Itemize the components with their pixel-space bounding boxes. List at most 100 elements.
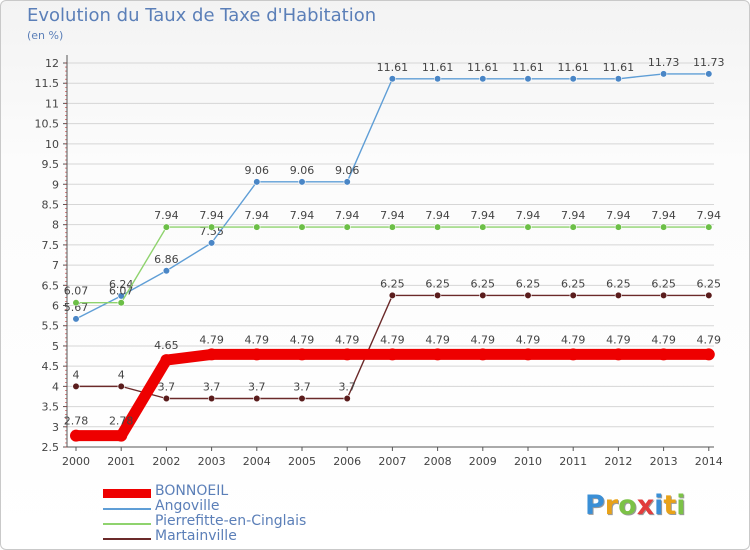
data-label: 4.79 (697, 333, 722, 346)
data-point (614, 223, 623, 231)
data-point (72, 382, 80, 390)
x-tick-label: 2005 (288, 455, 316, 468)
data-point (343, 223, 351, 231)
data-point (205, 348, 218, 361)
x-tick-label: 2010 (514, 455, 542, 468)
data-label: 3.7 (248, 380, 266, 393)
proxiti-logo: Proxiti (585, 490, 686, 521)
x-tick-label: 2013 (650, 455, 678, 468)
data-label: 4.79 (425, 333, 450, 346)
data-label: 6.25 (561, 277, 586, 290)
series-martainville: 4 4 3.7 3.7 3.7 3.7 3.7 6.25 6.25 6.25 6.25 6.25 6.2… (72, 277, 721, 403)
x-tick-label: 2009 (469, 455, 497, 468)
data-point (250, 348, 263, 361)
x-tick-label: 2007 (378, 455, 406, 468)
y-tick-label: 4 (52, 380, 59, 393)
x-tick-label: 2014 (695, 455, 723, 468)
data-label: 3.7 (203, 380, 221, 393)
logo-letter: t (663, 490, 677, 521)
data-label: 4.79 (516, 333, 541, 346)
data-point (72, 315, 80, 323)
y-tick-label: 9 (52, 178, 59, 191)
data-label: 11.61 (467, 61, 499, 74)
y-tick-label: 6.5 (42, 279, 60, 292)
data-label: 11.73 (648, 56, 680, 69)
data-label: 7.94 (335, 209, 360, 222)
x-axis: 2000 2001 2002 2003 2004 2005 2006 2007 2008 2009… (62, 446, 723, 468)
data-point (117, 299, 125, 307)
data-point (253, 178, 261, 186)
x-tick-label: 2012 (604, 455, 632, 468)
data-label: 4.79 (335, 333, 360, 346)
data-label: 4.79 (651, 333, 676, 346)
data-point (614, 75, 623, 83)
data-point (162, 223, 170, 231)
data-point (343, 178, 351, 186)
data-point (72, 299, 80, 307)
data-point (115, 429, 128, 442)
data-label: 6.25 (516, 277, 541, 290)
data-label: 7.94 (154, 209, 179, 222)
data-label: 4.79 (471, 333, 496, 346)
series-pierrefitte-en-cinglais: 6.07 6.07 7.94 7.94 7.94 7.94 7.94 7.94 7.94 7.94… (64, 209, 721, 307)
data-label: 11.61 (422, 61, 454, 74)
data-point (705, 223, 713, 231)
data-point (479, 75, 487, 83)
chart-title: Evolution du Taux de Taxe d'Habitation (27, 5, 377, 26)
data-label: 6.86 (154, 253, 179, 266)
data-label: 11.73 (693, 56, 725, 69)
data-label: 3.7 (158, 380, 176, 393)
legend-swatch (103, 489, 151, 498)
data-point (208, 239, 216, 247)
data-point (657, 348, 670, 361)
data-point (343, 394, 351, 403)
data-label: 11.61 (603, 61, 635, 74)
legend-swatch (103, 508, 151, 510)
data-point (614, 291, 623, 300)
data-label: 4.79 (199, 333, 224, 346)
data-label: 9.06 (290, 164, 315, 177)
legend-label: Martainville (155, 528, 237, 544)
data-label: 7.94 (471, 209, 496, 222)
data-label: 4.65 (154, 339, 179, 352)
data-label: 4.79 (561, 333, 586, 346)
data-label: 3.7 (338, 380, 356, 393)
data-point (208, 223, 216, 231)
data-label: 7.94 (651, 209, 676, 222)
data-point (386, 348, 399, 361)
y-tick-label: 6 (52, 300, 59, 313)
x-tick-label: 2006 (333, 455, 361, 468)
data-point (705, 70, 713, 78)
data-label: 7.94 (425, 209, 450, 222)
y-tick-label: 2.5 (42, 441, 60, 454)
data-label: 6.25 (380, 277, 405, 290)
y-tick-label: 5.5 (42, 320, 60, 333)
data-point (659, 70, 668, 78)
data-label: 6.25 (651, 277, 676, 290)
data-point (434, 291, 442, 300)
y-tick-label: 4.5 (42, 360, 60, 373)
logo-letter: o (618, 490, 637, 521)
data-label: 5.67 (64, 301, 89, 314)
data-point (160, 354, 173, 367)
data-point (522, 348, 534, 361)
legend-label: Angoville (155, 498, 220, 514)
y-tick-label: 5 (52, 340, 59, 353)
data-point (117, 382, 125, 390)
data-point (524, 291, 532, 300)
legend-swatch (103, 523, 151, 525)
legend-label: Pierrefitte-en-Cinglais (155, 513, 307, 529)
y-axis: 2.5 3 3.5 4 4.5 5 5.5 6 6.5 7 7.5 8 8.5 9 9.5 10 10.5 11 1… (35, 55, 68, 454)
data-label: 7.94 (199, 209, 224, 222)
data-point (253, 223, 261, 231)
data-point (434, 75, 442, 83)
data-label: 7.94 (290, 209, 315, 222)
data-label: 7.55 (199, 225, 224, 238)
data-label: 4.79 (245, 333, 270, 346)
data-label: 9.06 (245, 164, 270, 177)
data-point (569, 291, 577, 300)
y-tick-label: 3.5 (42, 401, 60, 414)
data-point (388, 291, 397, 300)
x-tick-label: 2008 (424, 455, 452, 468)
